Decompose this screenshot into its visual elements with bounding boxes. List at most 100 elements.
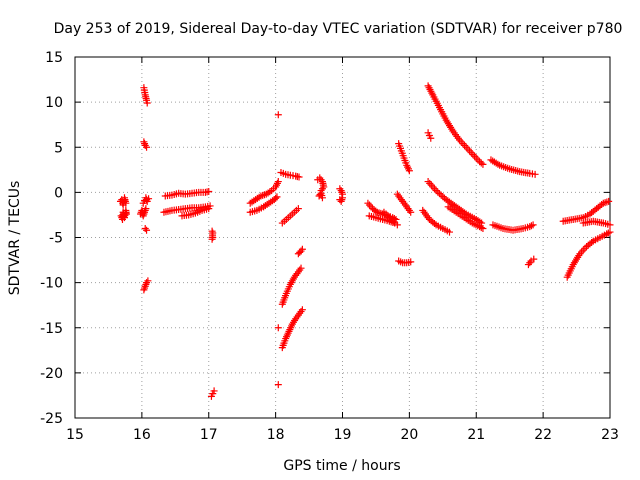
chart-title: Day 253 of 2019, Sidereal Day-to-day VTE… bbox=[54, 21, 623, 37]
series-arc-07 bbox=[141, 224, 151, 234]
data-point bbox=[141, 141, 149, 149]
series-arc-12 bbox=[208, 227, 217, 243]
data-point bbox=[143, 99, 151, 107]
series-arc-13 bbox=[207, 387, 218, 400]
series-arc-09 bbox=[161, 187, 213, 200]
series-arc-11 bbox=[178, 205, 213, 220]
series-arc-37 bbox=[419, 206, 453, 236]
data-point bbox=[298, 245, 306, 253]
x-tick-label: 15 bbox=[66, 427, 84, 443]
data-point bbox=[205, 187, 213, 195]
data-point bbox=[430, 220, 438, 228]
data-point bbox=[424, 178, 432, 186]
series-arc-18 bbox=[278, 205, 302, 227]
data-point bbox=[439, 193, 447, 201]
y-tick-label: -10 bbox=[40, 276, 63, 292]
data-point bbox=[122, 210, 130, 218]
data-point bbox=[294, 205, 302, 213]
data-point bbox=[605, 197, 613, 205]
data-point bbox=[407, 208, 415, 216]
y-tick-label: -20 bbox=[40, 366, 63, 382]
data-point bbox=[143, 143, 151, 151]
data-points bbox=[116, 82, 614, 400]
series-arc-22 bbox=[274, 324, 282, 332]
x-tick-label: 20 bbox=[400, 427, 418, 443]
series-arc-24 bbox=[314, 174, 328, 195]
series-arc-17 bbox=[277, 169, 303, 181]
y-tick-label: -15 bbox=[40, 321, 63, 337]
data-point bbox=[365, 201, 373, 209]
data-point bbox=[364, 199, 372, 207]
series-arc-40 bbox=[489, 221, 537, 234]
data-point bbox=[464, 145, 472, 153]
series-arc-04 bbox=[137, 205, 150, 220]
x-tick-label: 19 bbox=[334, 427, 352, 443]
data-point bbox=[339, 194, 346, 202]
data-point bbox=[274, 381, 282, 389]
data-point bbox=[142, 205, 150, 213]
data-point bbox=[446, 228, 453, 236]
series-arc-41 bbox=[524, 255, 538, 269]
series-arc-19 bbox=[294, 245, 306, 258]
data-point bbox=[530, 255, 538, 263]
data-point bbox=[427, 181, 435, 189]
data-point bbox=[477, 224, 485, 232]
data-point bbox=[461, 141, 469, 149]
data-point bbox=[588, 238, 596, 246]
y-axis-label: SDTVAR / TECUs bbox=[7, 181, 23, 296]
x-tick-label: 22 bbox=[534, 427, 552, 443]
series-arc-44 bbox=[563, 228, 614, 281]
series-arc-20 bbox=[278, 264, 305, 308]
data-point bbox=[405, 167, 413, 175]
data-point bbox=[273, 179, 281, 187]
y-tick-label: 15 bbox=[45, 50, 63, 66]
data-point bbox=[477, 159, 485, 167]
data-point bbox=[472, 154, 480, 162]
data-point bbox=[459, 140, 467, 148]
series-arc-31 bbox=[395, 140, 413, 175]
series-arc-25 bbox=[315, 189, 326, 202]
data-point bbox=[122, 199, 130, 207]
data-point bbox=[527, 222, 535, 230]
data-point bbox=[429, 183, 437, 191]
data-point bbox=[404, 163, 412, 171]
data-point bbox=[432, 187, 440, 195]
data-point bbox=[295, 173, 303, 181]
data-point bbox=[529, 221, 537, 229]
data-point bbox=[210, 387, 218, 395]
series-arc-21 bbox=[278, 306, 306, 352]
x-tick-label: 16 bbox=[133, 427, 151, 443]
series-arc-03 bbox=[139, 194, 153, 207]
series-arc-01 bbox=[116, 194, 130, 209]
series-arc-36 bbox=[424, 178, 486, 227]
x-tick-labels: 15 16 17 18 19 20 21 22 23 bbox=[66, 427, 619, 443]
series-arc-34 bbox=[424, 82, 487, 168]
data-point bbox=[318, 194, 326, 202]
data-point bbox=[469, 150, 477, 158]
data-point bbox=[431, 185, 439, 193]
data-point bbox=[141, 224, 149, 232]
series-arc-43 bbox=[579, 217, 614, 229]
y-tick-label: -25 bbox=[40, 411, 63, 427]
data-point bbox=[274, 324, 282, 332]
data-point bbox=[526, 259, 534, 267]
data-point bbox=[274, 111, 282, 119]
series-arc-05 bbox=[140, 84, 151, 107]
series-arc-38 bbox=[444, 203, 487, 232]
y-tick-labels: -25 -20 -15 -10 -5 0 5 10 15 bbox=[40, 50, 63, 427]
data-point bbox=[434, 188, 442, 196]
series-arc-27 bbox=[336, 194, 346, 205]
series-arc-14 bbox=[246, 178, 282, 207]
data-point bbox=[144, 277, 152, 285]
data-point bbox=[435, 190, 443, 198]
data-point bbox=[393, 221, 401, 229]
x-tick-label: 17 bbox=[200, 427, 218, 443]
data-point bbox=[437, 191, 445, 199]
data-point bbox=[273, 193, 281, 201]
x-tick-label: 23 bbox=[601, 427, 619, 443]
y-tick-label: 5 bbox=[54, 140, 63, 156]
data-point bbox=[272, 194, 280, 202]
series-arc-15 bbox=[246, 193, 281, 216]
data-point bbox=[404, 165, 412, 173]
